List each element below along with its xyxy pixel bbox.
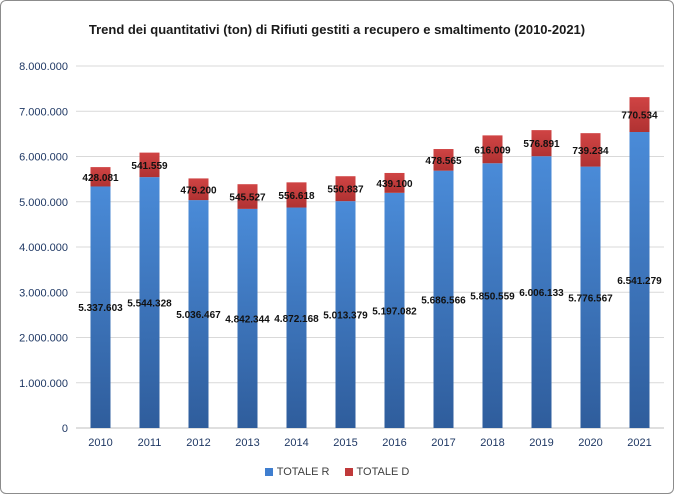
y-tick-label: 7.000.000: [19, 106, 68, 118]
x-tick-label: 2014: [284, 437, 308, 449]
bar-totale-d: [580, 133, 601, 167]
legend-item-totale-d: TOTALE D: [344, 466, 410, 479]
legend-swatch-totale-d: [344, 468, 353, 477]
y-tick-label: 1.000.000: [19, 378, 68, 390]
bar-totale-d: [90, 167, 111, 187]
legend: TOTALE R TOTALE D: [0, 466, 674, 478]
x-tick-label: 2010: [88, 437, 112, 449]
data-label-totale-d: 479.200: [180, 185, 217, 196]
bar-totale-d: [433, 149, 454, 171]
data-label-totale-d: 576.891: [523, 139, 560, 150]
legend-label-totale-r: TOTALE R: [276, 466, 330, 479]
y-tick-label: 2.000.000: [19, 333, 68, 345]
bar-totale-r: [286, 207, 307, 428]
bar-totale-r: [629, 132, 650, 428]
x-tick-label: 2013: [235, 437, 259, 449]
data-label-totale-d: 478.565: [425, 156, 462, 167]
data-label-totale-d: 616.009: [474, 145, 511, 156]
x-tick-label: 2021: [627, 437, 651, 449]
data-label-totale-r: 5.036.467: [176, 310, 221, 321]
bar-totale-r: [384, 192, 405, 428]
y-tick-label: 4.000.000: [19, 242, 68, 254]
data-label-totale-r: 6.541.279: [617, 276, 662, 287]
data-label-totale-r: 6.006.133: [519, 288, 564, 299]
bar-totale-d: [531, 130, 552, 157]
bar-totale-r: [237, 208, 258, 428]
x-tick-label: 2016: [382, 437, 406, 449]
legend-label-totale-d: TOTALE D: [356, 466, 410, 479]
x-tick-label: 2011: [138, 437, 162, 449]
chart-title: Trend dei quantitativi (ton) di Rifiuti …: [88, 22, 586, 37]
x-tick-label: 2012: [186, 437, 210, 449]
bar-totale-r: [580, 166, 601, 428]
x-tick-label: 2017: [431, 437, 455, 449]
y-tick-label: 5.000.000: [19, 197, 68, 209]
bar-totale-d: [237, 184, 258, 209]
bar-totale-d: [384, 172, 405, 193]
data-label-totale-r: 5.776.567: [568, 293, 613, 304]
bar-totale-d: [139, 152, 160, 178]
y-tick-label: 0: [62, 423, 68, 435]
bar-totale-r: [335, 201, 356, 428]
data-label-totale-r: 5.686.566: [421, 295, 466, 306]
data-label-totale-r: 5.337.603: [78, 303, 123, 314]
y-tick-label: 8.000.000: [19, 61, 68, 73]
data-label-totale-r: 4.842.344: [225, 314, 270, 325]
data-label-totale-d: 556.618: [278, 191, 315, 202]
data-label-totale-d: 428.081: [82, 173, 119, 184]
data-label-totale-d: 439.100: [376, 179, 413, 190]
y-tick-label: 6.000.000: [19, 152, 68, 164]
data-label-totale-d: 541.559: [131, 161, 168, 172]
bar-totale-d: [482, 135, 503, 164]
data-label-totale-r: 5.197.082: [372, 306, 417, 317]
data-label-totale-r: 5.850.559: [470, 292, 515, 303]
x-tick-label: 2015: [333, 437, 357, 449]
legend-swatch-totale-r: [264, 468, 273, 477]
bar-totale-d: [335, 176, 356, 202]
bar-totale-r: [531, 156, 552, 429]
data-label-totale-d: 550.837: [327, 185, 364, 196]
bar-totale-r: [90, 186, 111, 428]
bar-totale-d: [286, 182, 307, 208]
x-tick-label: 2019: [529, 437, 553, 449]
bar-totale-r: [188, 200, 209, 428]
bar-totale-d: [188, 178, 209, 201]
data-label-totale-r: 5.544.328: [127, 299, 172, 310]
bar-totale-d: [629, 97, 650, 133]
x-tick-label: 2020: [578, 437, 602, 449]
bar-totale-r: [482, 163, 503, 428]
data-label-totale-r: 5.013.379: [323, 311, 368, 322]
data-label-totale-r: 4.872.168: [274, 314, 319, 325]
data-label-totale-d: 770.534: [621, 111, 658, 122]
x-tick-label: 2018: [480, 437, 504, 449]
y-tick-label: 3.000.000: [19, 287, 68, 299]
data-label-totale-d: 739.234: [572, 146, 609, 157]
bar-totale-r: [433, 170, 454, 428]
data-label-totale-d: 545.527: [229, 193, 266, 204]
bar-totale-r: [139, 177, 160, 428]
legend-item-totale-r: TOTALE R: [264, 466, 330, 479]
